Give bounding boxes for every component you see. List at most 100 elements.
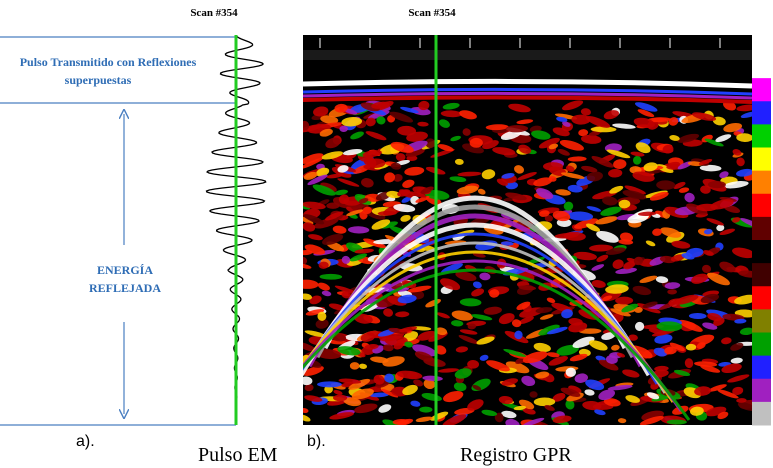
reflection	[505, 192, 527, 201]
reflection	[622, 369, 640, 378]
reflection	[698, 159, 713, 166]
reflection	[623, 261, 636, 270]
reflection	[691, 273, 708, 284]
reflection	[699, 164, 722, 172]
reflection	[442, 102, 460, 110]
reflection	[338, 378, 362, 384]
reflection	[615, 267, 637, 275]
reflection	[567, 156, 587, 162]
scan-label: Scan #354	[408, 7, 456, 19]
reflection	[393, 204, 416, 213]
color-step	[752, 101, 771, 125]
reflection	[717, 411, 729, 420]
reflection	[384, 373, 395, 383]
reflection	[568, 322, 588, 333]
reflection	[656, 180, 676, 190]
reflection	[400, 214, 411, 222]
reflection	[303, 171, 318, 180]
reflection	[349, 362, 360, 370]
reflection	[647, 117, 672, 123]
reflection	[384, 172, 396, 183]
reflection	[671, 240, 691, 249]
reflection	[628, 334, 638, 341]
reflection	[479, 272, 491, 281]
reflection	[613, 159, 627, 170]
reflection	[377, 210, 397, 216]
reflection	[732, 149, 742, 156]
reflection	[723, 122, 743, 133]
reflection	[666, 419, 687, 425]
caption: Pulso EM	[198, 444, 278, 466]
reflection	[684, 358, 694, 369]
reflection	[696, 203, 718, 212]
reflection	[580, 108, 592, 116]
reflection	[560, 387, 581, 397]
reflection	[395, 311, 410, 318]
reflection	[605, 355, 618, 364]
reflection	[325, 211, 344, 221]
reflection	[602, 196, 618, 206]
reflection	[319, 128, 333, 137]
reflection	[633, 256, 644, 266]
reflection	[561, 100, 584, 111]
reflection	[339, 125, 348, 132]
reflection	[405, 148, 425, 157]
reflection	[455, 346, 468, 353]
reflection	[546, 297, 556, 304]
reflection	[701, 264, 712, 274]
reflection	[413, 379, 424, 387]
reflection	[316, 167, 330, 177]
reflection	[586, 223, 601, 232]
reflection	[533, 342, 551, 352]
reflection	[580, 134, 602, 144]
reflection	[656, 321, 683, 332]
reflection	[653, 347, 668, 357]
reflection	[354, 248, 374, 254]
color-step	[752, 240, 771, 264]
reflection	[529, 391, 538, 398]
reflection	[469, 137, 483, 148]
reflection	[584, 389, 595, 396]
reflection	[703, 250, 714, 256]
reflection	[381, 388, 399, 398]
reflection	[389, 111, 414, 123]
reflection	[508, 103, 531, 113]
reflection	[591, 264, 605, 271]
reflection	[727, 374, 750, 383]
reflection	[420, 186, 434, 195]
reflection	[721, 363, 742, 374]
reflection	[505, 361, 530, 374]
reflection	[505, 418, 520, 425]
surface-band	[303, 87, 752, 96]
hyperbola	[303, 268, 691, 421]
panel-letter: b).	[307, 433, 326, 450]
reflection	[635, 321, 645, 331]
reflection	[595, 216, 618, 225]
reflection	[556, 116, 568, 122]
reflection	[598, 359, 619, 371]
reflection	[399, 326, 418, 333]
reflection	[415, 416, 433, 423]
reflection	[603, 398, 621, 407]
reflection	[554, 113, 578, 120]
reflection	[481, 409, 498, 416]
reflection	[707, 272, 730, 286]
reflection	[383, 308, 394, 317]
reflection	[477, 188, 486, 195]
annotation: superpuestas	[65, 73, 132, 87]
reflection	[419, 406, 433, 413]
reflection	[386, 190, 401, 199]
reflection	[518, 399, 535, 410]
reflection	[559, 140, 584, 151]
reflection	[422, 375, 443, 382]
reflection	[736, 157, 745, 167]
reflection	[552, 392, 566, 402]
reflection	[655, 276, 669, 284]
reflection	[354, 313, 373, 324]
reflection	[397, 189, 411, 197]
reflection	[740, 217, 752, 229]
reflection	[347, 226, 370, 234]
waveform	[205, 35, 267, 425]
reflection	[373, 374, 385, 385]
